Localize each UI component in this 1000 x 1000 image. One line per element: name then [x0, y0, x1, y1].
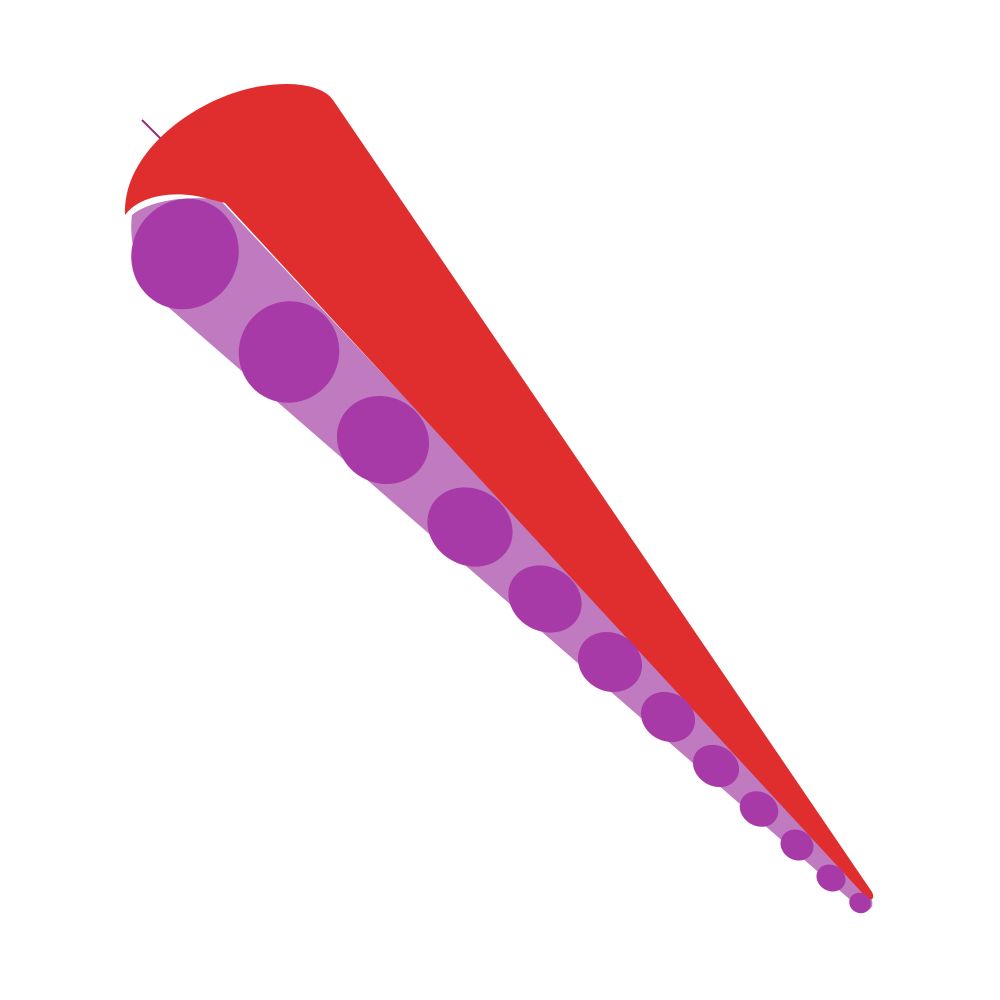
sucker [692, 744, 740, 788]
sucker [427, 487, 513, 567]
sucker [238, 301, 340, 403]
sucker [780, 829, 814, 861]
sucker [849, 892, 871, 914]
sucker [131, 198, 239, 310]
sucker [739, 791, 779, 827]
sucker [508, 565, 582, 633]
tip-line [141, 119, 163, 141]
tentacle-body [124, 83, 874, 900]
sucker [336, 395, 430, 485]
sucker [816, 864, 846, 892]
sucker-group [131, 198, 871, 914]
sucker [577, 631, 643, 693]
sucker [640, 691, 696, 743]
